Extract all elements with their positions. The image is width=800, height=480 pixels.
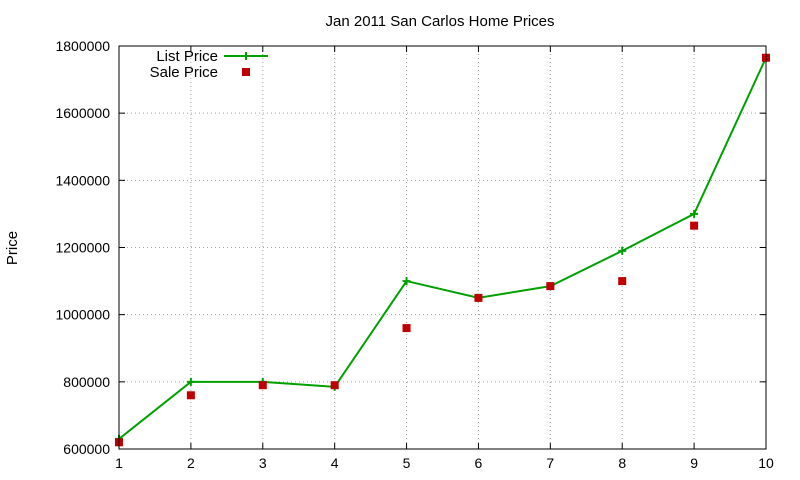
- x-tick-label: 4: [331, 455, 339, 471]
- x-tick-label: 3: [259, 455, 267, 471]
- sale-price-point: [474, 293, 483, 302]
- legend-label-sale-price: Sale Price: [150, 64, 218, 81]
- y-tick-label: 1200000: [55, 240, 110, 256]
- list-price-series: [115, 53, 770, 443]
- list-price-line: [118, 57, 767, 440]
- sale-price-point: [258, 381, 267, 390]
- y-tick-labels: 600000 800000 1000000 1200000 1400000 1600000…: [55, 38, 110, 457]
- y-tick-label: 600000: [63, 441, 110, 457]
- list-price-point: [618, 246, 627, 255]
- sale-price-series: [115, 53, 770, 447]
- grid-lines: [119, 46, 766, 449]
- x-tick-label: 10: [758, 455, 774, 471]
- y-tick-label: 1000000: [55, 307, 110, 323]
- sale-price-point: [330, 381, 339, 390]
- y-tick-label: 1600000: [55, 105, 110, 121]
- y-axis-label: Price: [4, 231, 21, 265]
- y-tick-label: 800000: [63, 374, 110, 390]
- sale-price-point: [402, 324, 411, 333]
- sale-price-point: [186, 391, 195, 400]
- list-price-point: [186, 377, 195, 386]
- x-tick-label: 9: [690, 455, 698, 471]
- sale-price-point: [618, 277, 627, 286]
- y-tick-label: 1400000: [55, 172, 110, 188]
- list-price-point: [402, 277, 411, 286]
- plot-frame: [118, 45, 767, 450]
- sale-price-point: [690, 221, 699, 230]
- chart-title: Jan 2011 San Carlos Home Prices: [326, 13, 555, 30]
- x-tick-label: 7: [546, 455, 554, 471]
- plot-series: [115, 53, 770, 447]
- x-tick-labels: 1 2 3 4 5 6 7 8 9 10: [115, 455, 774, 471]
- x-tick-label: 8: [618, 455, 626, 471]
- sale-price-point: [546, 282, 555, 291]
- legend-label-list-price: List Price: [156, 48, 218, 65]
- legend-marker-sale-price: [242, 68, 250, 76]
- y-tick-label: 1800000: [55, 38, 110, 54]
- x-tick-label: 6: [475, 455, 483, 471]
- x-tick-label: 1: [115, 455, 123, 471]
- legend-marker-list-price: [242, 52, 250, 60]
- list-price-point: [690, 209, 699, 218]
- x-tick-label: 5: [403, 455, 411, 471]
- x-tick-label: 2: [187, 455, 195, 471]
- axis-ticks: [118, 45, 767, 450]
